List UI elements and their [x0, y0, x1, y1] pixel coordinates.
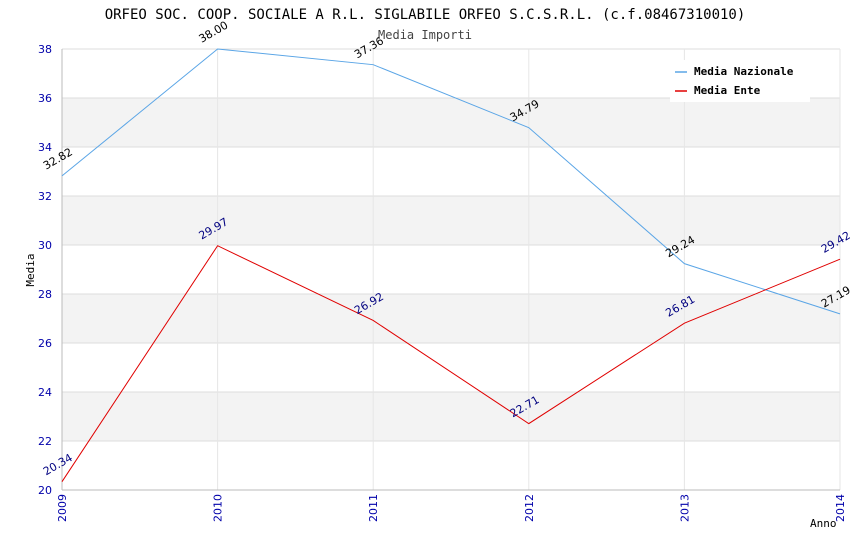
plot-band	[62, 294, 840, 343]
series-lines	[61, 48, 841, 482]
y-tick-label: 20	[38, 484, 52, 497]
legend-label-media-nazionale: Media Nazionale	[694, 65, 794, 78]
series-line-media-nazionale	[61, 48, 841, 315]
y-axis-label: Media	[24, 253, 37, 286]
chart-title: ORFEO SOC. COOP. SOCIALE A R.L. SIGLABIL…	[105, 7, 746, 23]
x-tick-label: 2014	[834, 494, 847, 522]
y-tick-label: 28	[38, 288, 52, 301]
plot-band	[62, 98, 840, 147]
plot-bands	[62, 98, 840, 441]
axes	[61, 49, 840, 491]
legend-box	[670, 60, 810, 102]
x-tick-label: 2010	[212, 494, 225, 522]
data-label-media-ente: 20.34	[41, 451, 75, 478]
y-tick-label: 34	[38, 141, 52, 154]
y-tick-label: 36	[38, 92, 52, 105]
y-tick-label: 32	[38, 190, 52, 203]
chart-subtitle: Media Importi	[378, 28, 472, 42]
y-tick-label: 24	[38, 386, 52, 399]
plot-band	[62, 392, 840, 441]
y-tick-labels: 20 22 24 26 28 30 32 34 36 38	[38, 43, 52, 497]
y-tick-label: 38	[38, 43, 52, 56]
legend-label-media-ente: Media Ente	[694, 84, 761, 97]
plot-band	[62, 196, 840, 245]
y-tick-label: 26	[38, 337, 52, 350]
x-tick-label: 2012	[523, 494, 536, 522]
x-tick-labels: 2009 2010 2011 2012 2013 2014	[56, 494, 847, 522]
y-tick-label: 22	[38, 435, 52, 448]
x-tick-label: 2009	[56, 494, 69, 522]
legend: Media Nazionale Media Ente	[670, 60, 810, 102]
y-tick-label: 30	[38, 239, 52, 252]
x-tick-label: 2013	[678, 494, 691, 522]
series-line-media-ente	[61, 245, 841, 482]
x-tick-label: 2011	[367, 494, 380, 522]
x-axis-label: Anno	[810, 517, 837, 530]
